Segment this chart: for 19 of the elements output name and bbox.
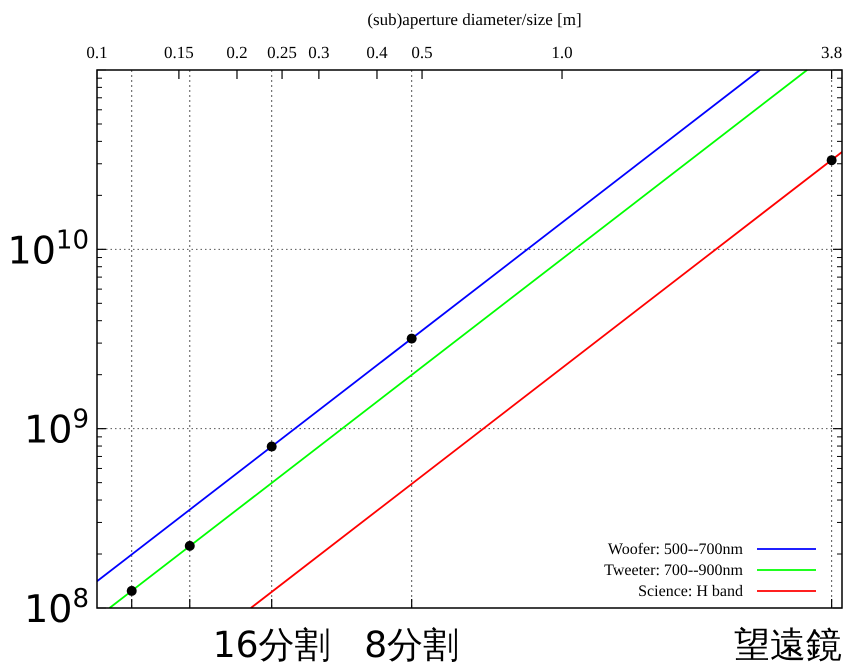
- x-tick-label: 3.8: [821, 43, 842, 62]
- legend-label: Science: H band: [638, 583, 743, 600]
- x-tick-label: 0.3: [308, 43, 330, 62]
- y-tick-label: 10$^{8}$: [24, 584, 89, 631]
- y-tick-label: 10$^{9}$: [24, 404, 89, 452]
- x-tick-label: 0.15: [164, 43, 194, 62]
- legend-label: Tweeter: 700--900nm: [604, 562, 744, 579]
- x-tick-label: 0.5: [411, 43, 433, 62]
- x-tick-label: 1.0: [551, 43, 573, 62]
- x-tick-label: 0.4: [366, 43, 388, 62]
- x-axis-title: (sub)aperture diameter/size [m]: [367, 10, 582, 29]
- annotation: 16分割: [212, 625, 331, 666]
- annotation: 8分割: [364, 625, 460, 666]
- x-tick-label: 0.2: [226, 43, 248, 62]
- text: 望遠鏡: [734, 625, 842, 666]
- y-tick-label: 10$^{10}$: [8, 225, 89, 272]
- x-tick-label: 0.25: [267, 43, 297, 62]
- legend-label: Woofer: 500--700nm: [608, 541, 744, 558]
- x-tick-label: 0.1: [86, 43, 108, 62]
